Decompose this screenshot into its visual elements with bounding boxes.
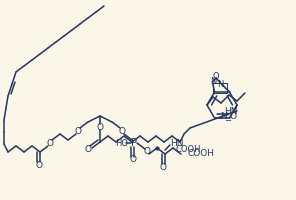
Text: O: O	[46, 138, 54, 148]
Text: O: O	[96, 122, 104, 132]
Text: O: O	[118, 127, 126, 136]
Text: HN: HN	[224, 106, 238, 116]
Text: −: −	[224, 116, 231, 125]
Text: O: O	[160, 164, 167, 172]
Text: O: O	[35, 160, 42, 170]
Text: N: N	[210, 77, 217, 86]
Text: O: O	[84, 146, 91, 154]
Text: O: O	[230, 112, 237, 121]
Text: O: O	[213, 72, 219, 81]
Text: COOH: COOH	[175, 144, 200, 154]
Text: P: P	[131, 138, 137, 148]
Text: +: +	[225, 111, 231, 117]
Text: O: O	[144, 146, 150, 156]
Text: N: N	[220, 112, 227, 121]
Text: O: O	[129, 156, 136, 164]
Text: COOH: COOH	[188, 150, 215, 158]
Text: HO: HO	[115, 138, 128, 148]
Text: HN: HN	[170, 138, 184, 148]
Text: N: N	[217, 80, 224, 89]
Text: O: O	[75, 127, 81, 136]
